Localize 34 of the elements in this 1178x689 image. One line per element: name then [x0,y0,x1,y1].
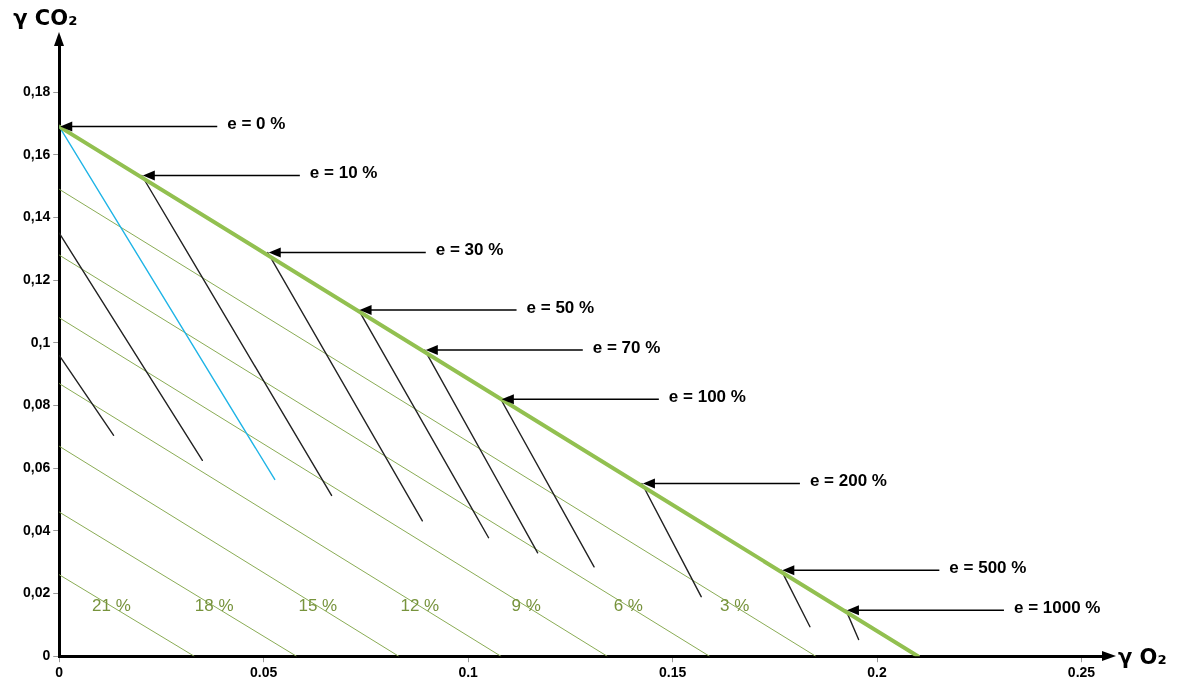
annotation: e = 30 % [435,240,504,260]
series-label: 15 % [298,595,338,615]
y-tick-label: 0 [42,647,51,664]
x-tick-label: 0.25 [1067,664,1096,681]
x-tick-label: 0.15 [658,664,687,681]
annotation: e = 10 % [309,163,378,183]
y-tick-label: 0,18 [23,83,51,99]
annotation: e = 500 % [949,558,1027,578]
y-tick-label: 0,12 [23,271,51,288]
x-tick-label: 0.2 [867,664,887,681]
series-label: 9 % [511,595,541,615]
y-tick-label: 0,04 [23,521,51,538]
x-tick-label: 0.05 [250,664,278,681]
series-label: 6 % [613,595,643,615]
annotation: e = 200 % [809,471,887,491]
x-tick-label: 0.1 [458,664,479,681]
y-axis-title: γ CO₂ [13,6,78,31]
series-label: 12 % [400,595,440,615]
y-tick-label: 0,06 [23,459,51,476]
y-tick-label: 0,02 [23,584,51,601]
y-tick-label: 0,1 [30,333,51,350]
series-label: 21 % [92,595,131,615]
annotation: e = 70 % [592,337,661,357]
series-label: 18 % [194,595,234,615]
y-tick-label: 0,16 [23,145,51,162]
annotation: e = 0 % [227,114,286,134]
y-tick-label: 0,08 [23,396,51,413]
y-tick-label: 0,14 [23,208,51,225]
annotation: e = 50 % [526,297,595,317]
annotation: e = 1000 % [1013,597,1101,617]
x-tick-label: 0 [55,664,64,681]
series-label: 3 % [720,595,750,615]
annotation: e = 100 % [668,386,746,406]
x-axis-title: γ O₂ [1118,644,1167,669]
